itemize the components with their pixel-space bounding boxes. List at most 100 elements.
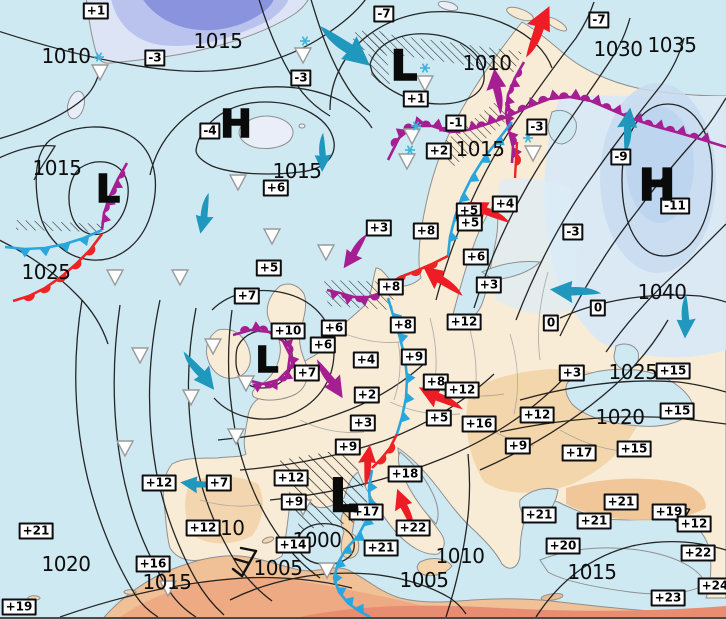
temperature-label: +3 — [365, 219, 393, 237]
occluded-front — [100, 162, 129, 231]
isobar-label: 1015 — [567, 560, 617, 584]
occluded-front — [504, 61, 526, 164]
occluded-front — [232, 321, 300, 393]
temperature-label: +17 — [561, 444, 597, 462]
isobar-label: 1015 — [32, 156, 82, 180]
temperature-label: +12 — [273, 469, 309, 487]
temperature-label: +14 — [275, 536, 311, 554]
isobar-label: 1020 — [595, 405, 645, 429]
temperature-label: +1 — [82, 2, 110, 20]
temperature-label: -7 — [588, 11, 610, 29]
warm-front — [513, 141, 521, 179]
temperature-label: -11 — [660, 197, 690, 215]
temperature-label: +12 — [676, 515, 712, 533]
temperature-label: +12 — [185, 519, 221, 537]
temperature-label: +5 — [255, 259, 283, 277]
pressure-center-l: L — [329, 468, 360, 523]
temperature-label: -3 — [290, 69, 312, 87]
isobar-label: 1015 — [455, 137, 505, 161]
temperature-label: +21 — [521, 506, 557, 524]
temperature-label: 0 — [542, 314, 560, 332]
temperature-label: 0 — [589, 299, 607, 317]
isobar-label: 1035 — [647, 33, 697, 57]
temperature-label: -9 — [610, 148, 632, 166]
temperature-label: +16 — [135, 555, 171, 573]
temperature-label: +22 — [680, 544, 716, 562]
temperature-label: +16 — [461, 415, 497, 433]
occluded-front — [326, 288, 384, 307]
temperature-label: +6 — [462, 248, 490, 266]
isobar-label: 1015 — [272, 159, 322, 183]
temperature-label: +3 — [349, 414, 377, 432]
temperature-label: +4 — [352, 351, 380, 369]
isobar-label: 1015 — [142, 570, 192, 594]
temperature-label: +15 — [659, 402, 695, 420]
temperature-label: +21 — [363, 539, 399, 557]
cold-front — [446, 121, 514, 257]
temperature-label: -3 — [144, 49, 166, 67]
temperature-label: +17 — [348, 503, 384, 521]
temperature-label: +18 — [387, 465, 423, 483]
temperature-label: +9 — [504, 437, 532, 455]
temperature-label: +19 — [1, 598, 37, 616]
temperature-label: +21 — [18, 522, 54, 540]
temperature-label: -3 — [562, 223, 584, 241]
temperature-label: +4 — [491, 195, 519, 213]
isobar-label: 1025 — [608, 360, 658, 384]
temperature-label: +1 — [402, 90, 430, 108]
temperature-label: +8 — [412, 222, 440, 240]
cold-front — [332, 469, 379, 617]
temperature-label: +8 — [389, 316, 417, 334]
fronts — [4, 61, 726, 617]
temperature-label: +9 — [400, 348, 428, 366]
temperature-label: +6 — [262, 179, 290, 197]
temperature-label: -7 — [373, 5, 395, 23]
temperature-label: +23 — [650, 589, 686, 607]
pressure-center-l: L — [390, 41, 418, 91]
isobar-label: 1030 — [593, 37, 643, 61]
temperature-label: +12 — [446, 313, 482, 331]
temperature-label: -3 — [526, 118, 548, 136]
temperature-label: +15 — [616, 440, 652, 458]
temperature-label: +7 — [293, 364, 321, 382]
temperature-label: +12 — [519, 406, 555, 424]
isobar-label: 1010 — [435, 544, 485, 568]
pressure-center-l: L — [255, 339, 279, 381]
pressure-center-l: L — [95, 166, 121, 211]
temperature-label: +6 — [309, 336, 337, 354]
temperature-label: +22 — [395, 519, 431, 537]
isobar-label: 1005 — [253, 556, 303, 580]
temperature-label: +9 — [280, 493, 308, 511]
temperature-label: -4 — [199, 122, 221, 140]
temperature-label: +21 — [576, 512, 612, 530]
isobar-label: 1040 — [637, 280, 687, 304]
isobar-label: 1010 — [41, 44, 91, 68]
isobar-label: 1005 — [399, 568, 449, 592]
temperature-label: +6 — [320, 319, 348, 337]
temperature-label: -1 — [445, 114, 467, 132]
pressure-center-h: H — [638, 160, 676, 212]
isobar-label: 1010 — [462, 51, 512, 75]
temperature-label: +2 — [425, 142, 453, 160]
isobar-label: 1020 — [41, 552, 91, 576]
temperature-label: +20 — [545, 537, 581, 555]
temperature-label: +19 — [651, 503, 687, 521]
temperature-label: +5 — [425, 409, 453, 427]
warm-front — [371, 433, 399, 469]
pressure-center-h: H — [219, 101, 252, 146]
temperature-label: +2 — [353, 386, 381, 404]
temperature-label: +12 — [141, 474, 177, 492]
temperature-label: +9 — [334, 438, 362, 456]
isobar-label: 1015 — [193, 29, 243, 53]
warm-front — [12, 233, 104, 303]
temperature-label: +21 — [603, 493, 639, 511]
occluded-front — [386, 88, 726, 161]
temperature-label: +15 — [655, 362, 691, 380]
temperature-label: +3 — [558, 364, 586, 382]
temperature-label: +7 — [233, 287, 261, 305]
temperature-label: +10 — [270, 322, 306, 340]
temperature-label: +3 — [475, 276, 503, 294]
temperature-label: +12 — [444, 381, 480, 399]
